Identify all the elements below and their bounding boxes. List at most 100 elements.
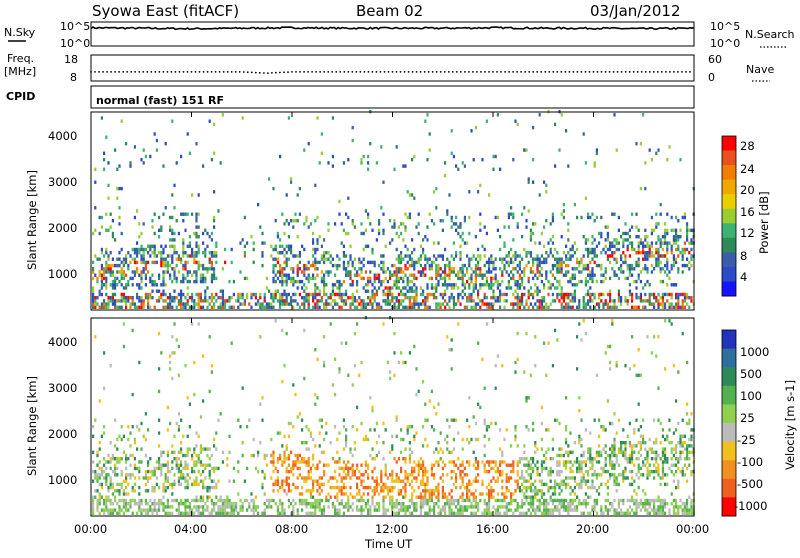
heatmap-cell [470, 483, 472, 486]
heatmap-cell [514, 280, 516, 283]
heatmap-cell [413, 460, 415, 463]
cpid-label: CPID [6, 90, 35, 103]
heatmap-cell [365, 435, 367, 438]
heatmap-cell [422, 248, 424, 251]
heatmap-cell [464, 505, 466, 508]
heatmap-cell [644, 187, 646, 190]
heatmap-cell [457, 270, 459, 273]
heatmap-cell [420, 496, 422, 499]
heatmap-cell [495, 508, 497, 511]
heatmap-cell [382, 496, 384, 499]
heatmap-cell [497, 476, 499, 479]
heatmap-cell [486, 232, 488, 235]
heatmap-cell [451, 367, 453, 370]
heatmap-cell [178, 425, 180, 428]
heatmap-cell [160, 258, 162, 261]
heatmap-cell [536, 489, 538, 492]
heatmap-cell [466, 267, 468, 270]
heatmap-cell [565, 505, 567, 508]
heatmap-cell [211, 280, 213, 283]
heatmap-cell [475, 496, 477, 499]
heatmap-cell [561, 258, 563, 261]
heatmap-cell [420, 505, 422, 508]
freq-point [295, 71, 297, 73]
freq-point [259, 72, 261, 74]
heatmap-cell [345, 213, 347, 216]
heatmap-cell [556, 280, 558, 283]
heatmap-cell [468, 460, 470, 463]
heatmap-cell [143, 270, 145, 273]
heatmap-cell [297, 274, 299, 277]
heatmap-cell [495, 280, 497, 283]
heatmap-cell [578, 306, 580, 309]
heatmap-cell [418, 486, 420, 489]
heatmap-cell [336, 267, 338, 270]
heatmap-cell [160, 454, 162, 457]
heatmap-cell [413, 299, 415, 302]
heatmap-cell [393, 306, 395, 309]
freq-point [480, 71, 482, 73]
heatmap-cell [275, 319, 277, 322]
heatmap-cell [389, 293, 391, 296]
heatmap-cell [411, 251, 413, 254]
freq-point [359, 71, 361, 73]
heatmap-cell [675, 306, 677, 309]
heatmap-cell [521, 499, 523, 502]
heatmap-cell [470, 274, 472, 277]
heatmap-cell [398, 476, 400, 479]
heatmap-cell [591, 299, 593, 302]
heatmap-cell [440, 277, 442, 280]
heatmap-cell [193, 270, 195, 273]
heatmap-cell [305, 505, 307, 508]
heatmap-cell [479, 267, 481, 270]
heatmap-cell [259, 225, 261, 228]
heatmap-cell [488, 286, 490, 289]
heatmap-cell [136, 270, 138, 273]
heatmap-cell [514, 361, 516, 364]
heatmap-cell [675, 216, 677, 219]
heatmap-cell [530, 229, 532, 232]
heatmap-cell [275, 293, 277, 296]
heatmap-cell [279, 512, 281, 515]
heatmap-cell [435, 412, 437, 415]
heatmap-cell [360, 499, 362, 502]
heatmap-cell [127, 492, 129, 495]
heatmap-cell [277, 299, 279, 302]
heatmap-cell [209, 489, 211, 492]
heatmap-cell [550, 470, 552, 473]
heatmap-cell [473, 480, 475, 483]
heatmap-cell [195, 232, 197, 235]
heatmap-cell [246, 425, 248, 428]
heatmap-cell [308, 464, 310, 467]
heatmap-cell [374, 428, 376, 431]
heatmap-cell [367, 245, 369, 248]
heatmap-cell [501, 486, 503, 489]
heatmap-cell [180, 441, 182, 444]
freq-point [287, 71, 289, 73]
heatmap-cell [125, 457, 127, 460]
heatmap-cell [259, 293, 261, 296]
heatmap-cell [255, 505, 257, 508]
heatmap-cell [301, 270, 303, 273]
heatmap-cell [453, 241, 455, 244]
heatmap-cell [503, 245, 505, 248]
heatmap-cell [202, 267, 204, 270]
heatmap-cell [294, 502, 296, 505]
heatmap-cell [426, 283, 428, 286]
heatmap-cell [589, 306, 591, 309]
heatmap-cell [171, 267, 173, 270]
heatmap-cell [442, 460, 444, 463]
heatmap-cell [288, 483, 290, 486]
heatmap-cell [561, 470, 563, 473]
heatmap-cell [633, 267, 635, 270]
heatmap-cell [539, 508, 541, 511]
heatmap-cell [613, 270, 615, 273]
heatmap-cell [327, 161, 329, 164]
heatmap-cell [523, 486, 525, 489]
heatmap-cell [418, 222, 420, 225]
heatmap-cell [576, 248, 578, 251]
heatmap-cell [327, 480, 329, 483]
heatmap-cell [182, 306, 184, 309]
heatmap-cell [319, 444, 321, 447]
freq-point [677, 71, 679, 73]
